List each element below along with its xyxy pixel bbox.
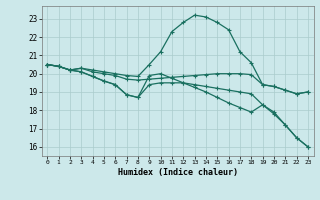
X-axis label: Humidex (Indice chaleur): Humidex (Indice chaleur) <box>118 168 237 177</box>
